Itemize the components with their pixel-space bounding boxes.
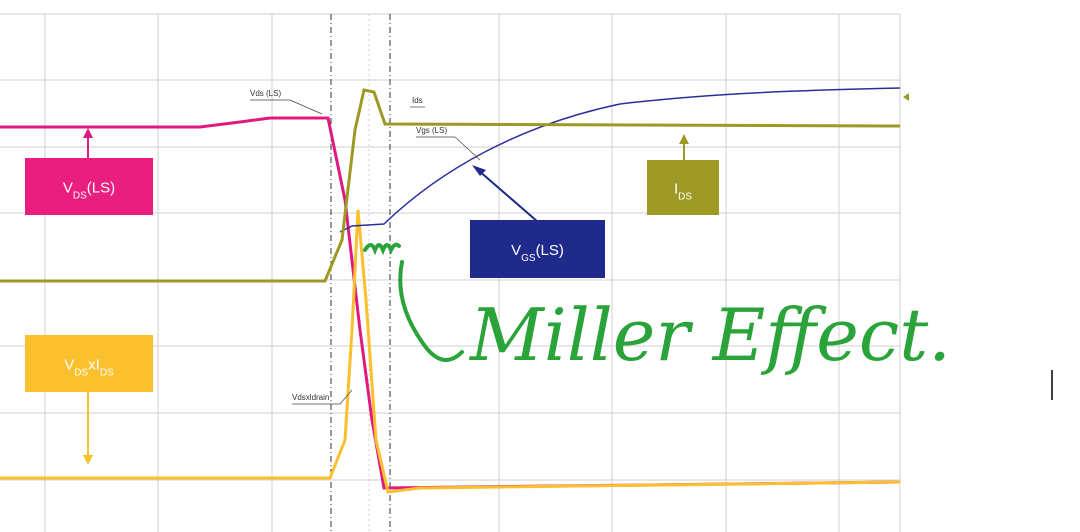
trace-label: Vdsxldrain — [292, 393, 329, 402]
trace-label: Ids — [412, 96, 423, 105]
handwriting-stroke — [363, 242, 464, 362]
callout-part: V — [63, 180, 73, 197]
callout-part: V — [511, 242, 521, 259]
callout-part: DS — [100, 367, 114, 378]
vdsxids-trace — [0, 209, 901, 494]
callout-label: VGS(LS) — [511, 242, 564, 264]
callout-part: DS — [73, 190, 87, 201]
callout-box — [25, 158, 153, 215]
callout-box — [25, 335, 153, 392]
callout-part: DS — [74, 367, 88, 378]
callout-part: (LS) — [87, 180, 115, 197]
ids-trace — [0, 88, 901, 283]
callout-box — [647, 160, 719, 215]
label-leaders — [250, 99, 481, 405]
callout-label: VDSxIDS — [64, 357, 114, 379]
handwritten-annotation: Miller Effect. — [468, 293, 951, 377]
callout-part: (LS) — [536, 242, 564, 259]
marker — [903, 93, 909, 101]
trace-label: Vds (LS) — [250, 89, 281, 98]
callout-label: VDS(LS) — [63, 180, 115, 202]
trace-label: Vgs (LS) — [416, 126, 447, 135]
callout-label: IDS — [674, 181, 692, 203]
callout-part: GS — [521, 253, 536, 264]
callout-part: I — [674, 181, 678, 198]
callout-box — [470, 220, 605, 278]
callout-part: V — [64, 357, 74, 374]
callout-part: DS — [678, 191, 692, 202]
arrows — [83, 128, 689, 465]
vgs-trace — [339, 87, 901, 233]
callout-part: xI — [88, 357, 100, 374]
